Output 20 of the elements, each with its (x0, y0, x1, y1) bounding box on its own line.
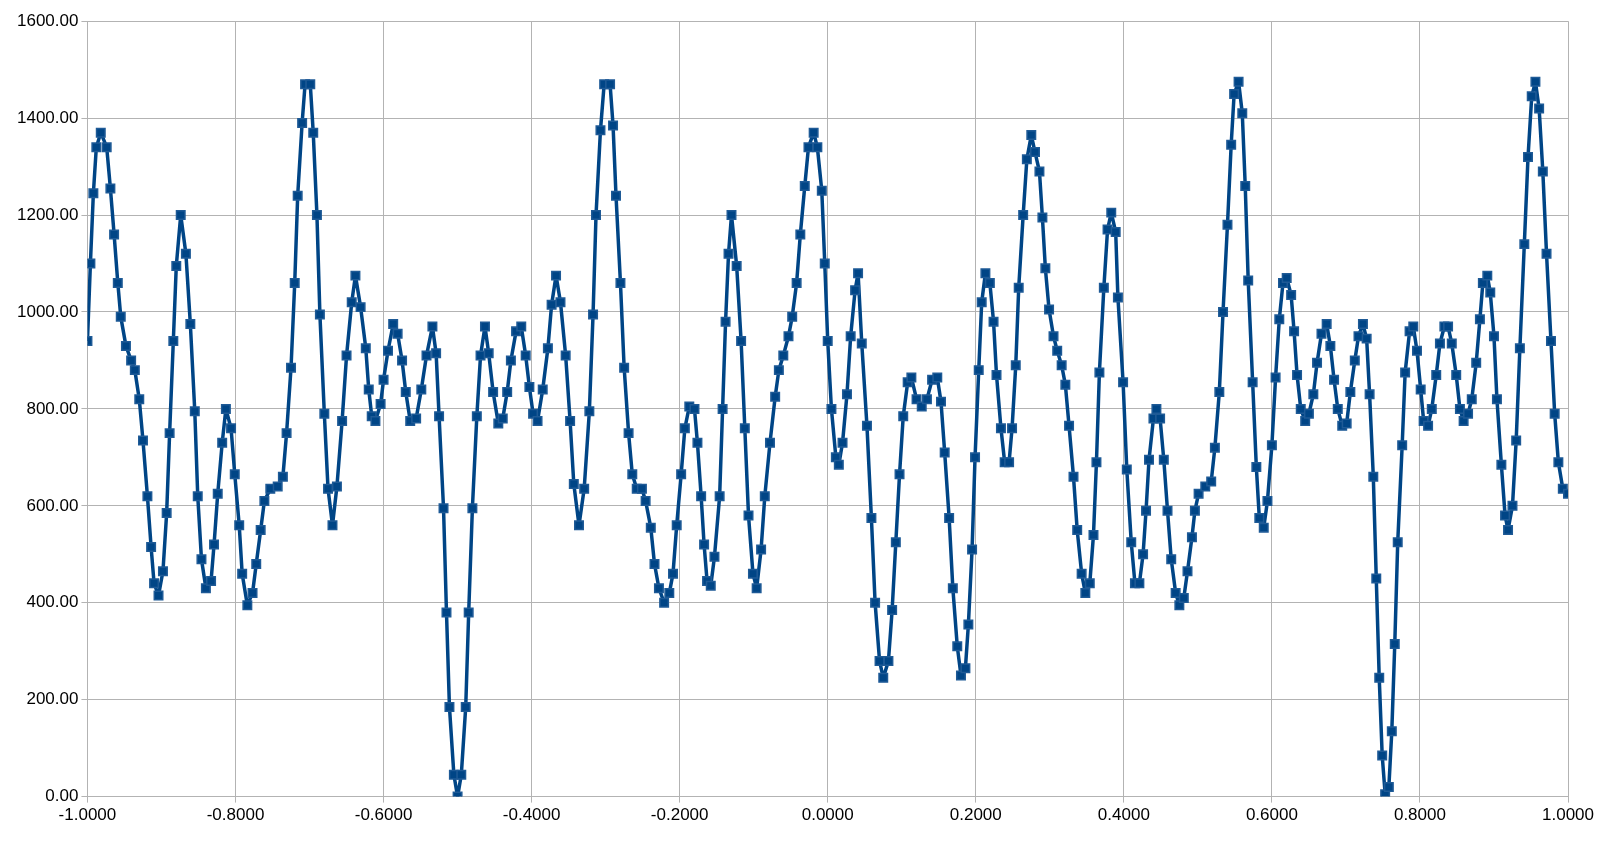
x-tick-label: 0.2000 (949, 805, 1002, 825)
y-tick-label: 1600.00 (17, 10, 79, 30)
x-tick-label: -0.4000 (502, 805, 561, 825)
x-tick-label: 0.4000 (1097, 805, 1150, 825)
x-tick-label: 0.8000 (1393, 805, 1446, 825)
y-tick-label: 1200.00 (17, 204, 79, 224)
x-tick-label: -0.2000 (650, 805, 709, 825)
x-tick-label: -0.6000 (354, 805, 413, 825)
x-tick-label: 0.6000 (1245, 805, 1298, 825)
x-tick-label: -0.8000 (206, 805, 265, 825)
y-tick-label: 400.00 (26, 592, 79, 612)
x-tick-label: 0.0000 (801, 805, 854, 825)
x-tick-label: -1.0000 (58, 805, 117, 825)
y-tick-label: 1000.00 (17, 301, 79, 321)
y-tick-label: 600.00 (26, 495, 79, 515)
y-tick-label: 200.00 (26, 689, 79, 709)
y-tick-label: 0.00 (45, 786, 79, 806)
y-tick-label: 800.00 (26, 398, 79, 418)
y-tick-label: 1400.00 (17, 107, 79, 127)
x-tick-label: 1.0000 (1542, 805, 1594, 825)
